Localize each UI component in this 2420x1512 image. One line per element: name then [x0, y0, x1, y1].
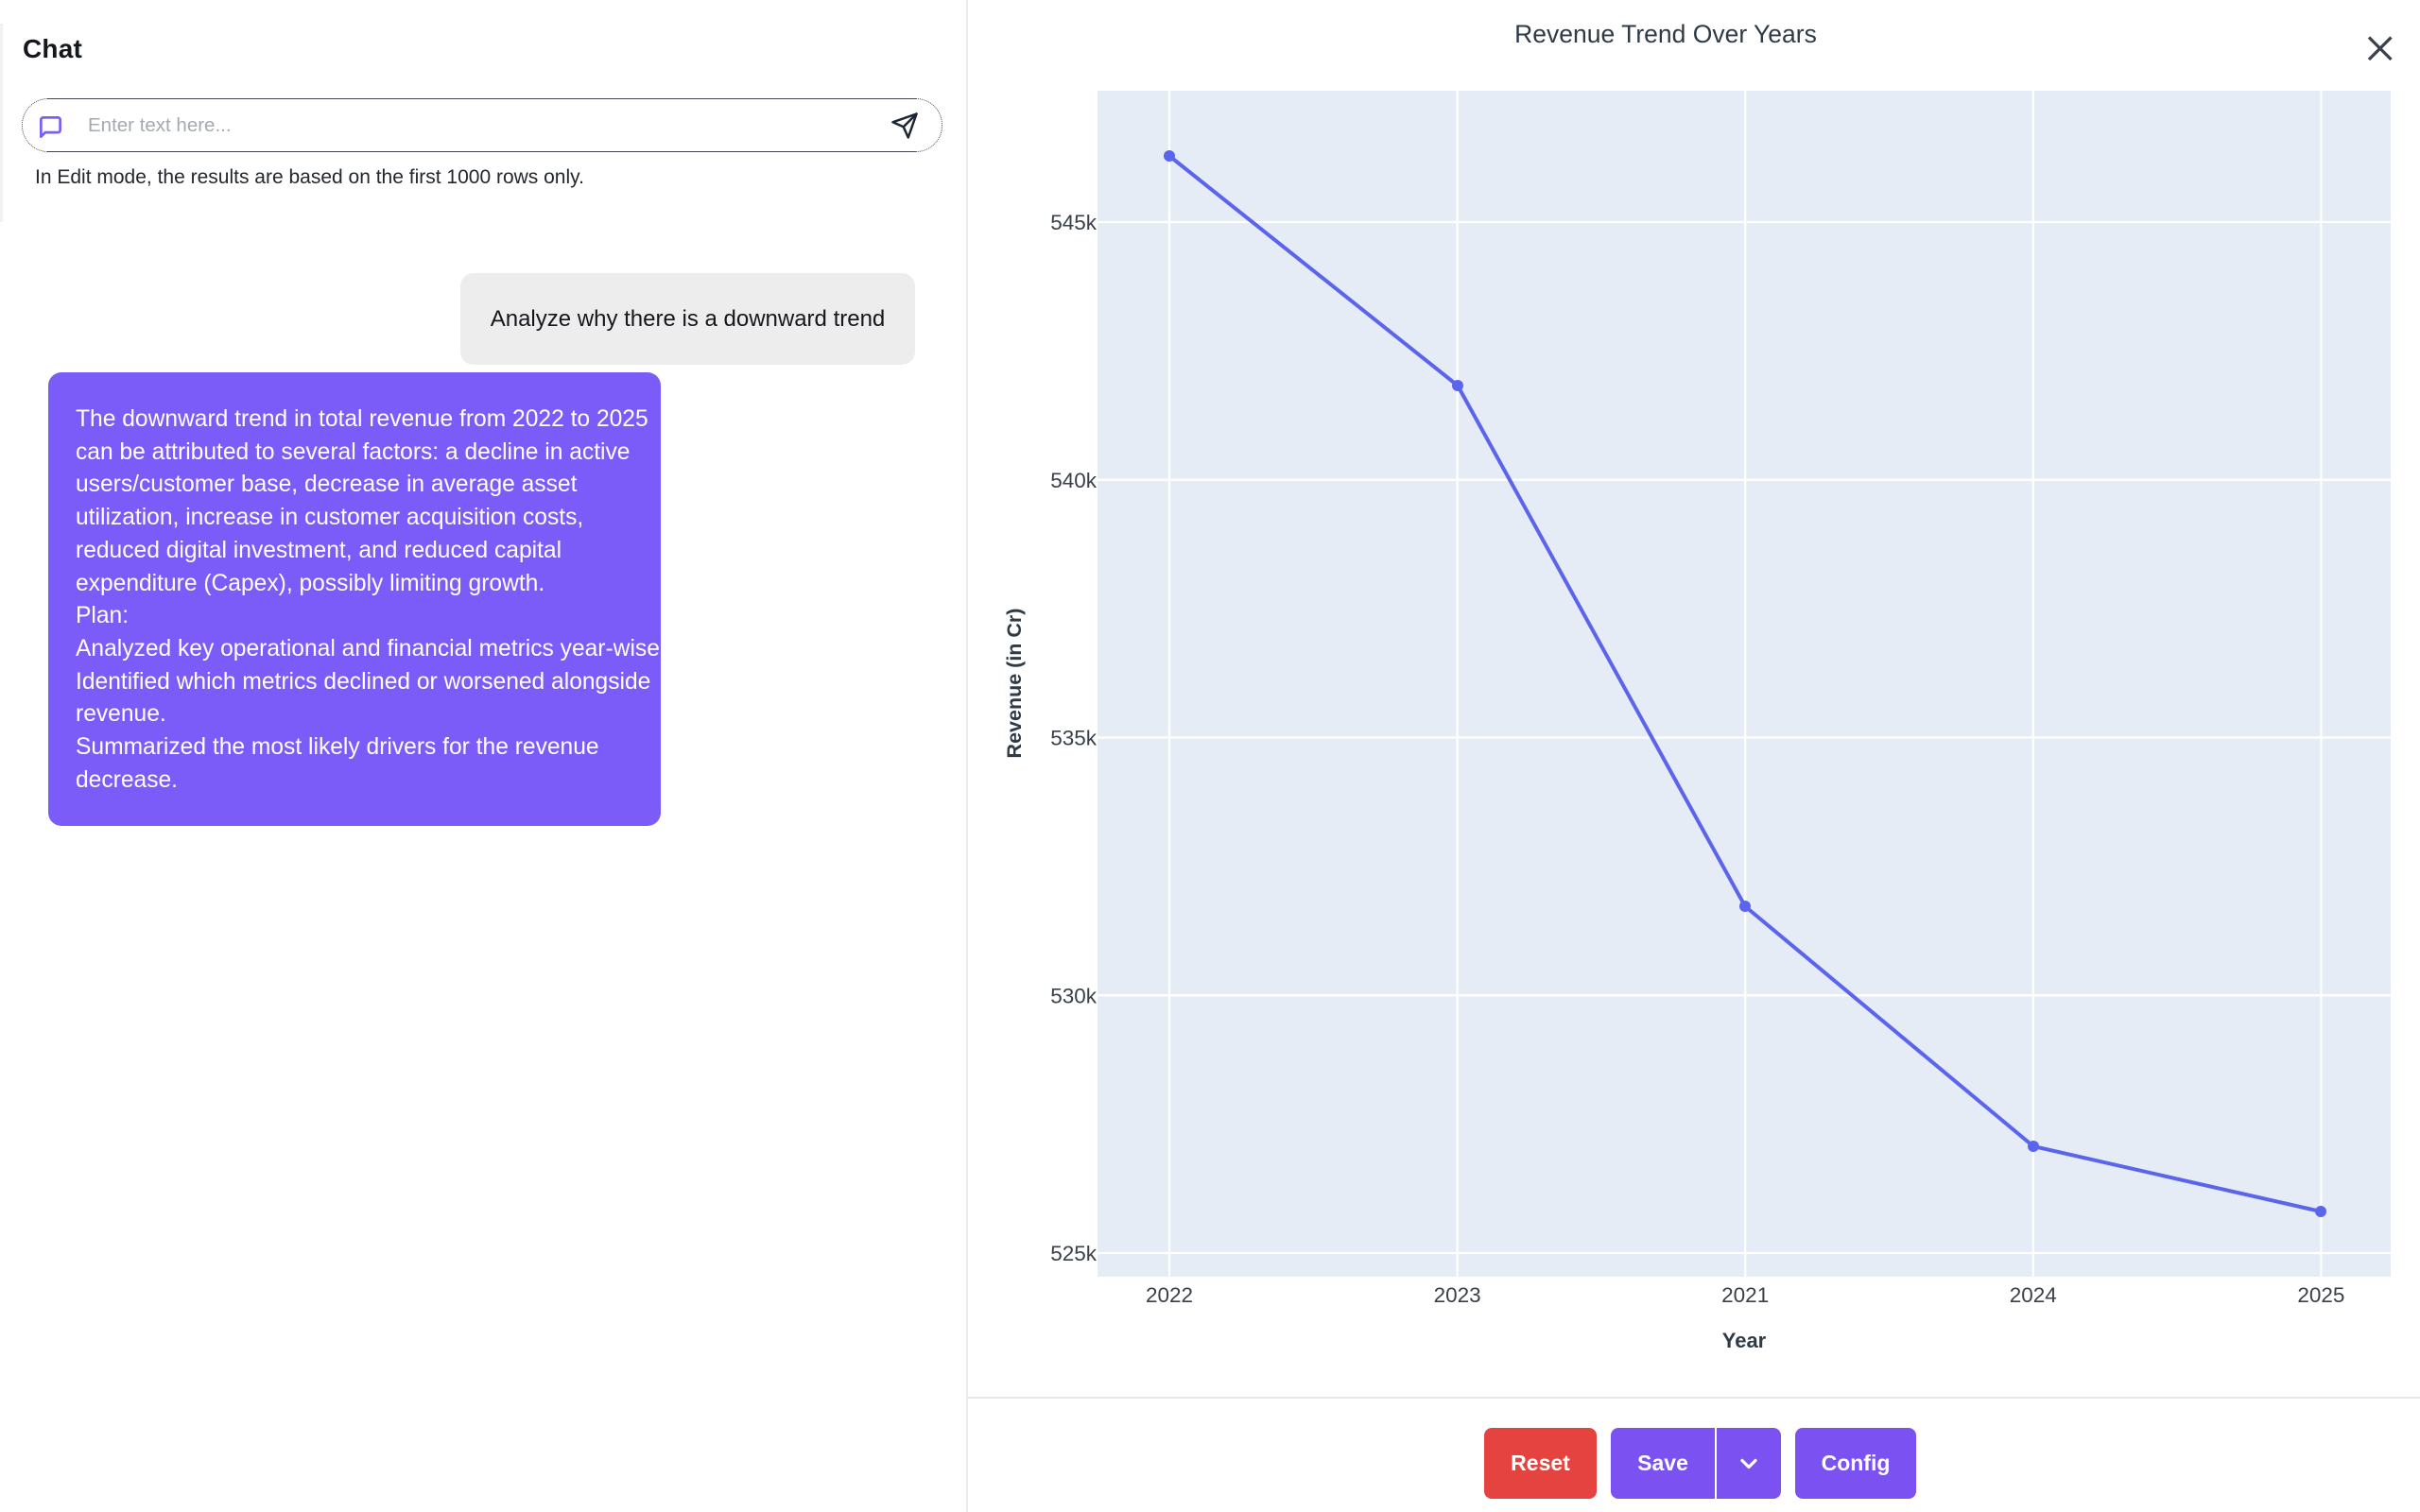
svg-text:Year: Year: [1722, 1329, 1767, 1352]
svg-text:530k: 530k: [1050, 984, 1098, 1007]
svg-text:2022: 2022: [1146, 1283, 1193, 1307]
svg-text:2023: 2023: [1434, 1283, 1481, 1307]
svg-text:2025: 2025: [2297, 1283, 2344, 1307]
svg-text:545k: 545k: [1050, 211, 1098, 234]
svg-text:540k: 540k: [1050, 469, 1098, 492]
svg-text:Revenue (in Cr): Revenue (in Cr): [1003, 609, 1026, 759]
svg-text:535k: 535k: [1050, 727, 1098, 750]
svg-text:2021: 2021: [1721, 1283, 1769, 1307]
svg-text:525k: 525k: [1050, 1242, 1098, 1265]
svg-text:Revenue Trend Over Years: Revenue Trend Over Years: [1514, 20, 1817, 48]
svg-text:2024: 2024: [2010, 1283, 2057, 1307]
